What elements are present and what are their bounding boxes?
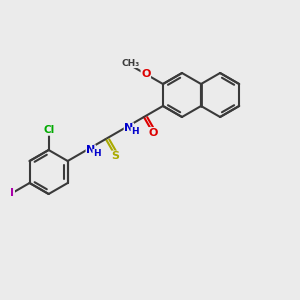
Text: H: H: [131, 128, 139, 136]
Text: N: N: [124, 123, 134, 133]
Text: O: O: [148, 128, 158, 138]
Text: CH₃: CH₃: [121, 58, 139, 68]
Text: S: S: [112, 151, 120, 161]
Text: H: H: [93, 149, 100, 158]
Text: I: I: [11, 188, 14, 198]
Text: Cl: Cl: [43, 125, 54, 135]
Text: O: O: [141, 69, 151, 79]
Text: N: N: [86, 145, 95, 155]
